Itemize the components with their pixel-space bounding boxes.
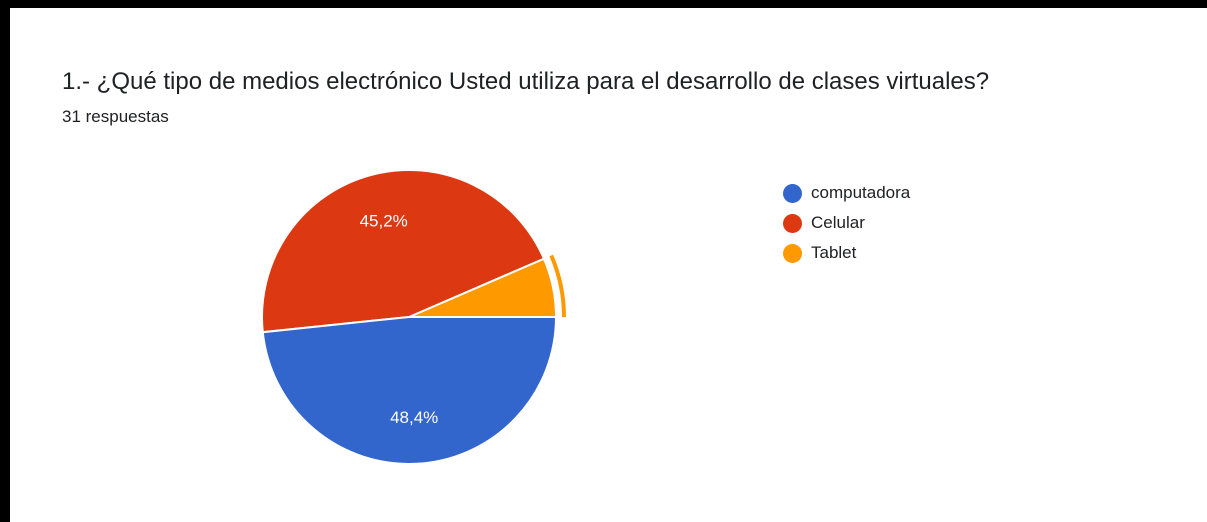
pie-slice-computadora[interactable] bbox=[261, 316, 558, 465]
pie-chart: 45,2% 48,4% bbox=[261, 169, 566, 465]
legend-label-computadora: computadora bbox=[811, 183, 911, 202]
legend-item-tablet[interactable]: Tablet bbox=[783, 238, 910, 268]
legend-swatch-computadora bbox=[783, 183, 802, 203]
data-label-computadora: 48,4% bbox=[390, 408, 438, 427]
data-label-celular: 45,2% bbox=[360, 211, 408, 230]
legend-swatch-tablet bbox=[783, 243, 802, 263]
question-title: 1.- ¿Qué tipo de medios electrónico Uste… bbox=[62, 68, 990, 95]
legend-item-celular[interactable]: Celular bbox=[783, 208, 910, 238]
legend-swatch-celular bbox=[783, 213, 802, 233]
response-count: 31 respuestas bbox=[62, 107, 169, 126]
chart-legend: computadora Celular Tablet bbox=[783, 178, 910, 268]
pie-slice-celular[interactable] bbox=[261, 169, 546, 334]
legend-label-celular: Celular bbox=[811, 213, 865, 232]
legend-label-tablet: Tablet bbox=[811, 243, 857, 262]
legend-item-computadora[interactable]: computadora bbox=[783, 178, 910, 208]
pie-slice-highlight-tablet bbox=[549, 254, 566, 318]
